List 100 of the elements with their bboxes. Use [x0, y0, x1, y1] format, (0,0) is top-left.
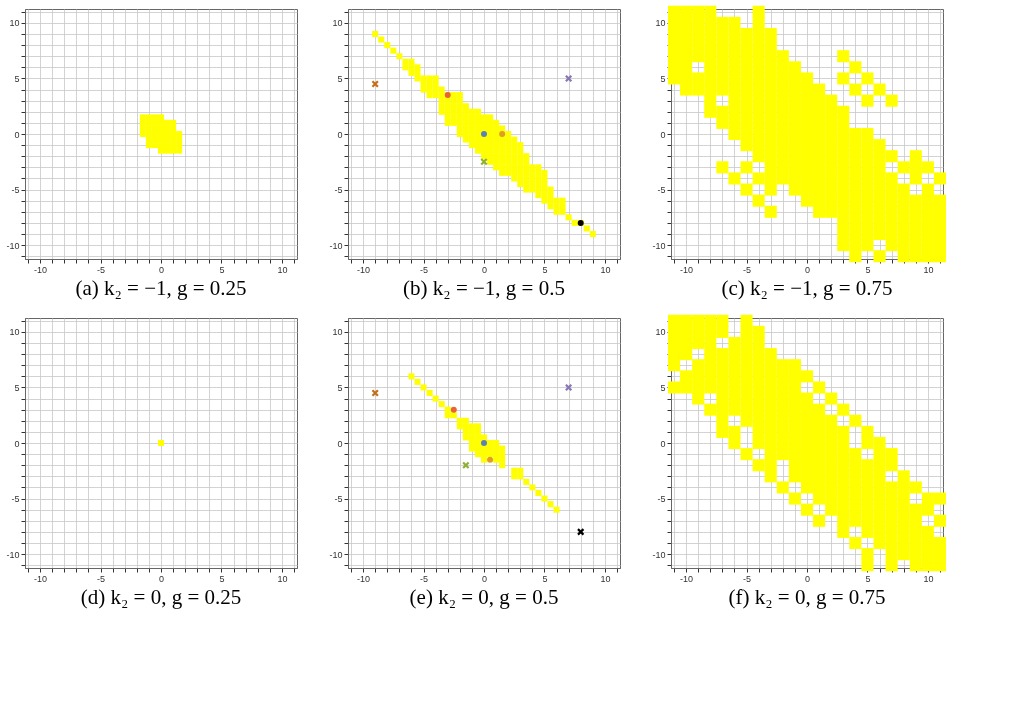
text: (b) k₂ = −1, g = 0.5	[403, 276, 565, 300]
y-tick-label: 5	[660, 382, 666, 393]
x-tick-label: 10	[277, 573, 288, 584]
point	[450, 412, 457, 419]
point	[499, 462, 506, 469]
point	[462, 423, 469, 430]
y-tick-label: 0	[14, 438, 20, 449]
y-tick-label: -5	[334, 185, 343, 196]
point	[493, 456, 500, 463]
point	[474, 434, 481, 441]
x-tick-label: 10	[923, 573, 934, 584]
point	[170, 130, 177, 138]
point	[493, 451, 500, 458]
y-tick-label: 5	[337, 382, 343, 393]
point	[432, 395, 439, 402]
point	[493, 439, 500, 447]
text: (e) k₂ = 0, g = 0.5	[409, 585, 559, 609]
x-tick-label: -5	[420, 264, 429, 275]
point	[145, 125, 152, 132]
point	[414, 378, 421, 385]
point	[511, 473, 518, 480]
y-tick-label: -10	[652, 549, 666, 560]
x-tick-label: -10	[680, 573, 694, 584]
y-tick-label: 0	[14, 129, 20, 140]
point	[145, 130, 152, 138]
y-tick-label: -10	[329, 240, 343, 251]
point	[145, 114, 152, 121]
x-tick-label: 0	[481, 573, 488, 584]
point	[151, 114, 158, 121]
point	[170, 125, 177, 132]
point	[474, 423, 481, 430]
x-tick-label: 0	[804, 264, 811, 275]
x-tick-label: 0	[481, 264, 488, 275]
y-tick-label: -5	[11, 494, 20, 505]
point	[157, 142, 165, 149]
x-tick-label: -5	[97, 573, 106, 584]
point	[468, 434, 475, 441]
y-tick-label: 0	[337, 438, 343, 449]
point	[139, 130, 146, 138]
x-tick-label: 5	[865, 264, 871, 275]
x-tick-label: 5	[219, 573, 225, 584]
point	[529, 484, 536, 491]
point	[145, 142, 152, 149]
text: (d) k₂ = 0, g = 0.25	[80, 585, 242, 609]
x-tick-label: 5	[865, 573, 871, 584]
point	[462, 434, 469, 441]
point	[157, 147, 165, 154]
point	[480, 434, 488, 441]
point	[176, 142, 183, 149]
x-tick-label: 10	[923, 264, 934, 275]
x-tick-label: -5	[743, 573, 752, 584]
x-tick-label: -10	[357, 264, 371, 275]
y-tick-label: -5	[657, 185, 666, 196]
y-tick-label: -10	[6, 240, 20, 251]
y-tick-label: 0	[660, 129, 666, 140]
point	[487, 451, 494, 458]
y-tick-label: 10	[655, 18, 666, 29]
point	[164, 147, 171, 154]
point	[170, 142, 177, 149]
x-tick-label: 10	[277, 264, 288, 275]
point	[426, 389, 433, 397]
y-tick-label: 10	[332, 18, 343, 29]
point	[487, 456, 494, 463]
text: (a) k₂ = −1, g = 0.25	[75, 276, 247, 300]
y-tick-label: 10	[655, 327, 666, 338]
y-tick-label: 10	[332, 327, 343, 338]
x-tick-label: 0	[804, 573, 811, 584]
x-tick-label: -5	[743, 264, 752, 275]
point	[547, 501, 554, 508]
y-tick-label: 10	[9, 18, 20, 29]
point	[170, 147, 177, 154]
y-tick-label: 5	[337, 73, 343, 84]
x-tick-label: 5	[542, 573, 548, 584]
point	[487, 439, 494, 447]
point	[474, 451, 481, 458]
point	[139, 114, 146, 121]
x-tick-label: -10	[357, 573, 371, 584]
y-tick-label: 0	[660, 438, 666, 449]
point	[176, 130, 183, 138]
point	[499, 451, 506, 458]
point	[535, 489, 542, 497]
x-tick-label: 10	[600, 264, 611, 275]
y-tick-label: -5	[657, 494, 666, 505]
y-tick-label: -10	[329, 549, 343, 560]
point	[456, 423, 463, 430]
y-tick-label: -10	[652, 240, 666, 251]
x-tick-label: -5	[97, 264, 106, 275]
point	[480, 456, 488, 463]
point	[523, 478, 530, 485]
x-tick-label: -10	[34, 264, 48, 275]
y-tick-label: -5	[11, 185, 20, 196]
point	[450, 406, 457, 413]
y-tick-label: 5	[14, 382, 20, 393]
y-tick-label: 5	[14, 73, 20, 84]
point	[474, 439, 481, 447]
point	[444, 412, 451, 419]
x-tick-label: -10	[34, 573, 48, 584]
point	[541, 495, 548, 502]
point	[517, 473, 524, 480]
point	[157, 114, 165, 121]
